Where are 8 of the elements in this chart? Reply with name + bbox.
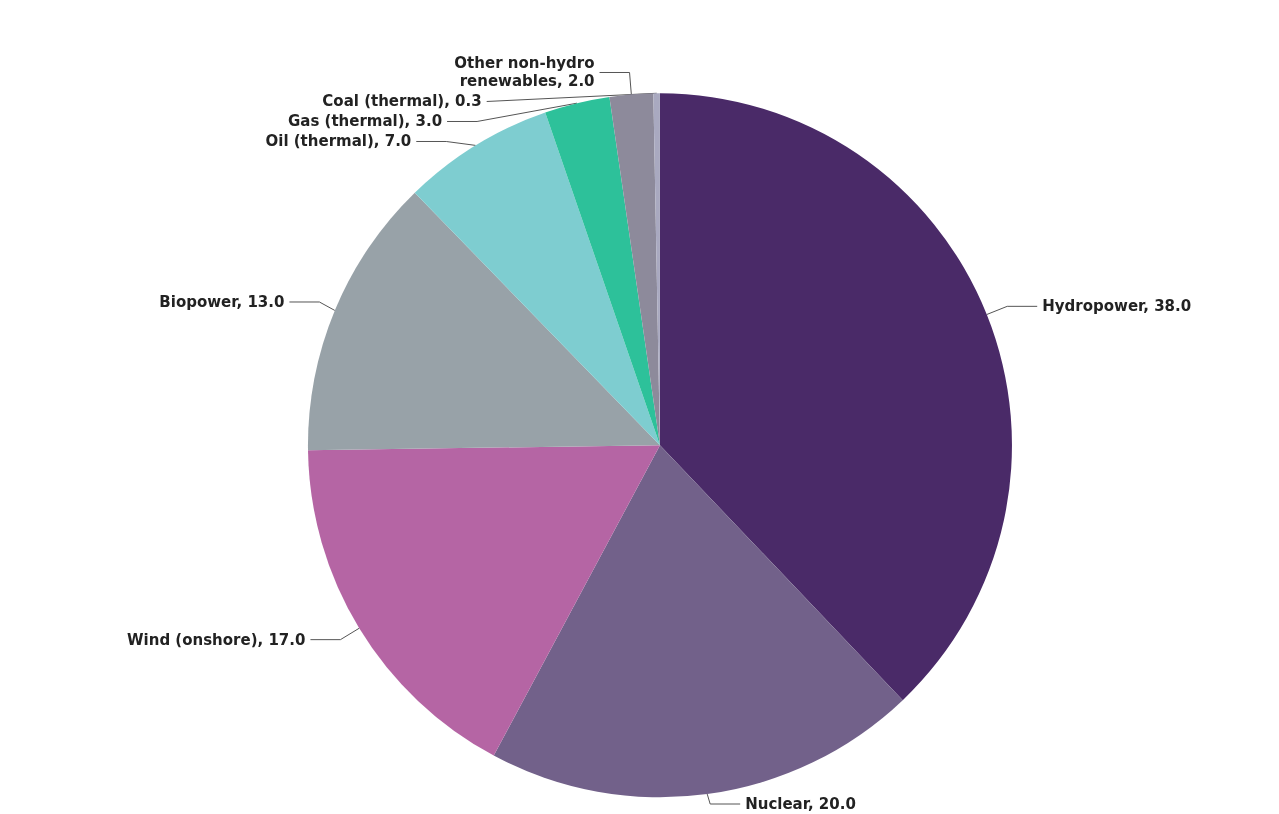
slice-label: Nuclear, 20.0	[745, 795, 856, 813]
slice-label: Wind (onshore), 17.0	[127, 630, 306, 649]
slice-label: Other non-hydro renewables, 2.0	[454, 54, 595, 91]
slice-label: Oil (thermal), 7.0	[265, 132, 412, 151]
slice-label: Coal (thermal), 0.3	[322, 92, 482, 111]
slice-label: Gas (thermal), 3.0	[287, 112, 443, 131]
slice-label: Hydropower, 38.0	[1042, 297, 1192, 316]
slice-label: Biopower, 13.0	[159, 293, 285, 311]
